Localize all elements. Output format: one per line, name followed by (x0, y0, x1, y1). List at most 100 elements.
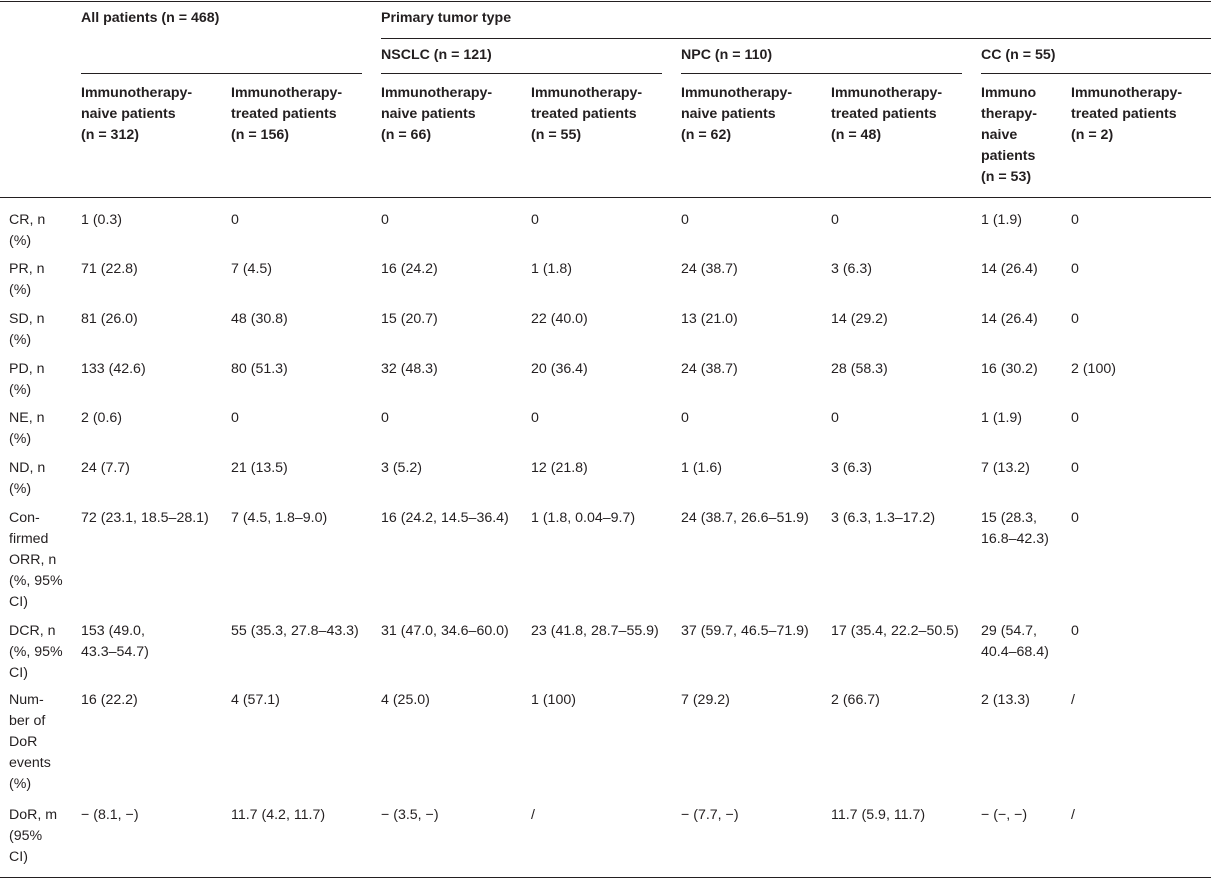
table-cell: 71 (22.8) (81, 261, 138, 277)
table-cell: − (3.5, −) (381, 807, 439, 823)
nsclc-rule (381, 73, 662, 74)
table-cell: 153 (49.0, 43.3–54.7) (81, 623, 149, 660)
table-cell: 0 (1071, 510, 1079, 526)
table-cell: 0 (231, 212, 239, 228)
table-cell: 0 (1071, 212, 1079, 228)
table-cell: / (1071, 807, 1075, 823)
table-cell: 133 (42.6) (81, 361, 146, 377)
table-cell: 23 (41.8, 28.7–55.9) (531, 623, 659, 639)
table-cell: 12 (21.8) (531, 460, 588, 476)
table-cell: 16 (22.2) (81, 692, 138, 708)
table-cell: − (−, −) (981, 807, 1028, 823)
header-all-patients: All patients (n = 468) (81, 10, 220, 26)
header-npc: NPC (n = 110) (681, 47, 773, 63)
table-cell: / (531, 807, 535, 823)
table-cell: 0 (1071, 460, 1079, 476)
table-cell: 0 (531, 410, 539, 426)
table-cell: 29 (54.7, 40.4–68.4) (981, 623, 1049, 660)
table-bottom-rule (0, 877, 1211, 878)
table-cell: 14 (26.4) (981, 311, 1038, 327)
cc-rule (981, 73, 1211, 74)
table-cell: 0 (1071, 311, 1079, 327)
table-cell: 0 (681, 212, 689, 228)
row-label: DCR, n (%, 95% CI) (9, 623, 63, 681)
table-cell: 14 (29.2) (831, 311, 888, 327)
table-cell: 15 (28.3, 16.8–42.3) (981, 510, 1049, 547)
table-cell: 24 (38.7, 26.6–51.9) (681, 510, 809, 526)
all-patients-rule (81, 73, 362, 74)
table-cell: 1 (1.9) (981, 410, 1023, 426)
table-cell: 1 (1.9) (981, 212, 1023, 228)
table-cell: 0 (1071, 261, 1079, 277)
table-cell: 4 (57.1) (231, 692, 280, 708)
npc-rule (681, 73, 962, 74)
table-cell: 1 (1.8, 0.04–9.7) (531, 510, 636, 526)
table-cell: 0 (831, 410, 839, 426)
row-label: SD, n (%) (9, 311, 45, 348)
table-cell: 0 (381, 212, 389, 228)
table-cell: 0 (531, 212, 539, 228)
header-primary-tumor-type: Primary tumor type (381, 10, 512, 26)
table-cell: 2 (0.6) (81, 410, 123, 426)
subheader-all-treated: Immunotherapy- treated patients (n = 156… (231, 85, 343, 143)
row-label: Con- firmed ORR, n (%, 95% CI) (9, 510, 63, 610)
row-label: Num- ber of DoR events (%) (9, 692, 51, 792)
table-cell: 13 (21.0) (681, 311, 738, 327)
header-cc: CC (n = 55) (981, 47, 1056, 63)
table-cell: 0 (1071, 623, 1079, 639)
table-cell: 0 (1071, 410, 1079, 426)
subheader-npc-treated: Immunotherapy- treated patients (n = 48) (831, 85, 943, 143)
table-cell: 32 (48.3) (381, 361, 438, 377)
table-cell: 28 (58.3) (831, 361, 888, 377)
subheader-cc-naive: Immuno therapy- naive patients (n = 53) (981, 85, 1037, 185)
subheader-nsclc-treated: Immunotherapy- treated patients (n = 55) (531, 85, 643, 143)
table-cell: 16 (24.2) (381, 261, 438, 277)
table-cell: 0 (381, 410, 389, 426)
table-cell: 22 (40.0) (531, 311, 588, 327)
table-cell: 2 (100) (1071, 361, 1116, 377)
table-cell: 37 (59.7, 46.5–71.9) (681, 623, 809, 639)
table-cell: 17 (35.4, 22.2–50.5) (831, 623, 959, 639)
table-cell: 48 (30.8) (231, 311, 288, 327)
row-label: CR, n (%) (9, 212, 46, 249)
row-label: PR, n (%) (9, 261, 45, 298)
table-cell: 80 (51.3) (231, 361, 288, 377)
table-cell: 1 (0.3) (81, 212, 123, 228)
subheader-cc-treated: Immunotherapy- treated patients (n = 2) (1071, 85, 1183, 143)
table-cell: 0 (231, 410, 239, 426)
table-cell: 15 (20.7) (381, 311, 438, 327)
subheader-all-naive: Immunotherapy- naive patients (n = 312) (81, 85, 193, 143)
table-cell: 7 (4.5, 1.8–9.0) (231, 510, 328, 526)
row-label: NE, n (%) (9, 410, 45, 447)
subheader-npc-naive: Immunotherapy- naive patients (n = 62) (681, 85, 793, 143)
table-cell: 4 (25.0) (381, 692, 430, 708)
table-cell: / (1071, 692, 1075, 708)
table-cell: 0 (831, 212, 839, 228)
table-cell: 24 (7.7) (81, 460, 130, 476)
table-top-rule (0, 1, 1211, 2)
table-cell: 1 (1.6) (681, 460, 723, 476)
table-cell: 20 (36.4) (531, 361, 588, 377)
row-label: DoR, m (95% CI) (9, 807, 58, 865)
row-label: PD, n (%) (9, 361, 45, 398)
table-cell: 3 (6.3) (831, 261, 873, 277)
table-cell: 14 (26.4) (981, 261, 1038, 277)
table-cell: 7 (4.5) (231, 261, 273, 277)
table-cell: 16 (24.2, 14.5–36.4) (381, 510, 509, 526)
table-cell: 11.7 (5.9, 11.7) (831, 807, 926, 823)
table-cell: 3 (5.2) (381, 460, 423, 476)
header-bottom-rule (0, 197, 1211, 198)
table-cell: 7 (29.2) (681, 692, 730, 708)
table-cell: 1 (100) (531, 692, 576, 708)
subheader-nsclc-naive: Immunotherapy- naive patients (n = 66) (381, 85, 493, 143)
table-cell: − (8.1, −) (81, 807, 139, 823)
table-cell: 81 (26.0) (81, 311, 138, 327)
table-cell: 21 (13.5) (231, 460, 288, 476)
table-cell: 55 (35.3, 27.8–43.3) (231, 623, 359, 639)
table-cell: 0 (681, 410, 689, 426)
table-cell: 7 (13.2) (981, 460, 1030, 476)
tumor-type-rule (381, 38, 1211, 39)
row-label: ND, n (%) (9, 460, 46, 497)
table-cell: 3 (6.3) (831, 460, 873, 476)
table-cell: 16 (30.2) (981, 361, 1038, 377)
